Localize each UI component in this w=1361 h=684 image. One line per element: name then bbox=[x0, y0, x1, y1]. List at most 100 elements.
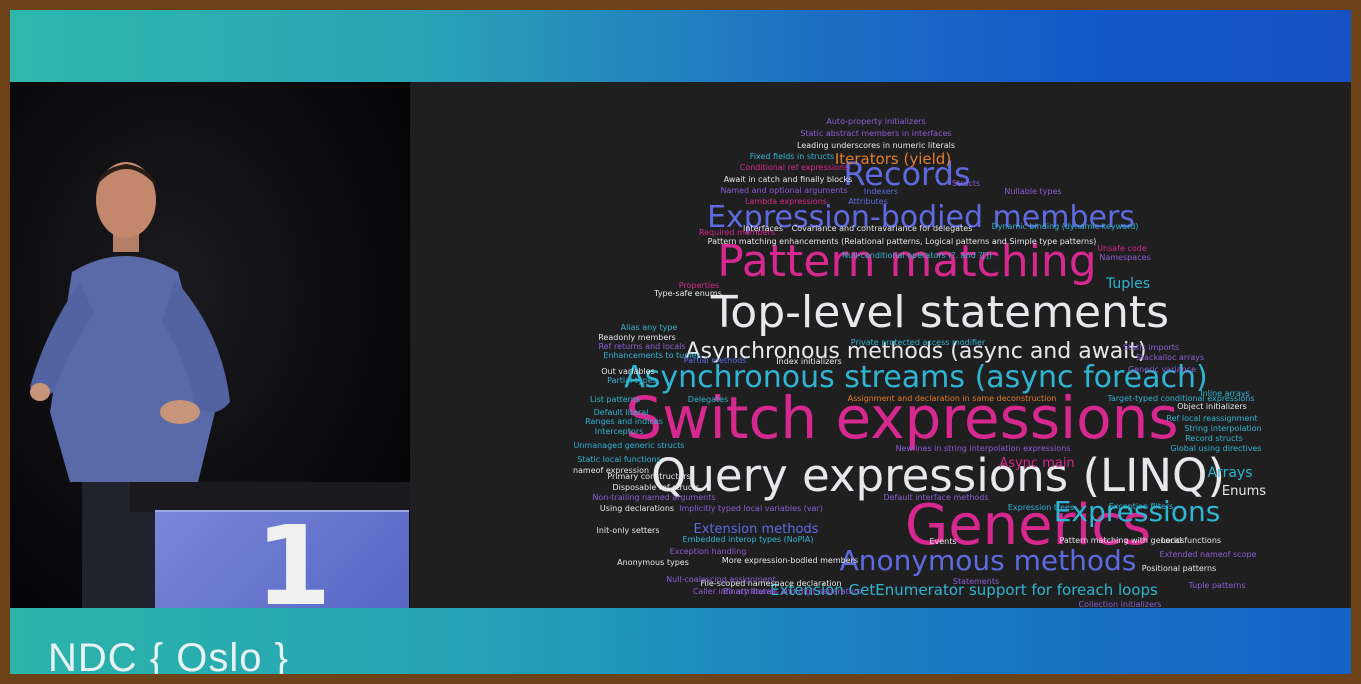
presenter-hands bbox=[160, 400, 200, 424]
word-ranges-and-indices: Ranges and indices bbox=[585, 417, 663, 426]
presenter-hair bbox=[96, 164, 156, 186]
word-binary-literals-and-digit-separators: Binary literals and digit separators bbox=[723, 587, 862, 596]
word-delegates: Delegates bbox=[688, 395, 728, 404]
word-static-abstract-members-in-interfaces: Static abstract members in interfaces bbox=[800, 129, 951, 138]
word-extension-getenumerator-support-for-foreach-loops: Extension GetEnumerator support for fore… bbox=[770, 581, 1158, 599]
word-expression-bodied-members: Expression-bodied members bbox=[707, 200, 1135, 235]
word-interceptors: Interceptors bbox=[595, 427, 644, 436]
word-newlines-in-string-interpolation-expressions: Newlines in string interpolation express… bbox=[896, 444, 1071, 453]
word-auto-property-initializers: Auto-property initializers bbox=[826, 117, 925, 126]
word-alias-any-type: Alias any type bbox=[621, 323, 678, 332]
word-await-in-catch-and-finally-blocks: Await in catch and finally blocks bbox=[724, 175, 853, 184]
word-tuples: Tuples bbox=[1105, 276, 1150, 292]
word-expressions: Expressions bbox=[1054, 495, 1221, 528]
word-pattern-matching: Pattern matching bbox=[717, 236, 1096, 287]
word-file-scoped-namespace-declaration: File-scoped namespace declaration bbox=[700, 579, 841, 588]
top-banner bbox=[10, 10, 1351, 82]
word-partial-methods: Partial methods bbox=[684, 356, 747, 365]
word-index-initializers: Index initializers bbox=[776, 357, 841, 366]
word-enhancements-to-tuples: Enhancements to tuples bbox=[603, 351, 700, 360]
presenter-right-arm bbox=[162, 280, 230, 413]
word-nameof-expression: nameof expression bbox=[573, 466, 649, 475]
word-required-members: Required members bbox=[699, 228, 775, 237]
stage-area: 1 bbox=[10, 82, 410, 608]
word-ref-returns-and-locals: Ref returns and locals bbox=[598, 342, 685, 351]
word-extended-nameof-scope: Extended nameof scope bbox=[1160, 550, 1257, 559]
word-global-using-directives: Global using directives bbox=[1170, 444, 1261, 453]
word-collection-initializers: Collection initializers bbox=[1079, 600, 1162, 608]
word-pattern-matching-enhancements-relational-patterns-logical-patterns-and-simple-type-patterns: Pattern matching enhancements (Relationa… bbox=[708, 237, 1097, 246]
conference-logo: NDC { Oslo } bbox=[48, 636, 289, 674]
word-events: Events bbox=[929, 537, 956, 546]
word-private-protected-access-modifier: Private protected access modifier bbox=[851, 338, 986, 347]
podium-monitor: 1 bbox=[155, 510, 409, 608]
word-partial-types: Partial types bbox=[607, 376, 657, 385]
word-attributes: Attributes bbox=[848, 197, 888, 206]
word-string-interpolation: String interpolation bbox=[1184, 424, 1261, 433]
word-ref-local-reassignment: Ref local reassignment bbox=[1166, 414, 1257, 423]
word-iterators-yield: Iterators (yield) bbox=[835, 150, 951, 168]
word-object-initializers: Object initializers bbox=[1177, 402, 1246, 411]
presenter-left-arm bbox=[30, 282, 94, 396]
word-unsafe-code: Unsafe code bbox=[1097, 244, 1147, 253]
presenter-head bbox=[96, 162, 156, 238]
word-tuple-patterns: Tuple patterns bbox=[1187, 581, 1245, 590]
word-type-safe-enums: Type-safe enums bbox=[653, 289, 722, 298]
word-exception-handling: Exception handling bbox=[670, 547, 747, 556]
bottom-banner bbox=[10, 608, 1351, 674]
word-generics: Generics bbox=[905, 493, 1151, 558]
word-static-local-functions: Static local functions bbox=[577, 455, 660, 464]
word-default-literal: Default literal bbox=[594, 408, 649, 417]
word-enums: Enums bbox=[1222, 484, 1266, 499]
podium bbox=[130, 482, 410, 512]
word-exception-filters: Exception filters bbox=[1109, 502, 1174, 511]
word-implicitly-typed-local-variables-var: Implicitly typed local variables (var) bbox=[679, 504, 823, 513]
word-structs: Structs bbox=[952, 179, 980, 188]
word-conditional-ref-expressions: Conditional ref expressions bbox=[740, 163, 849, 172]
word-readonly-members: Readonly members bbox=[598, 333, 676, 342]
word-target-typed-conditional-expressions: Target-typed conditional expressions bbox=[1106, 394, 1254, 403]
word-query-expressions-linq: Query expressions (LINQ) bbox=[651, 449, 1225, 502]
presenter-left-hand bbox=[30, 383, 50, 401]
word-null-conditional-operators-and: Null-conditional operators (?. and ?[]) bbox=[842, 251, 992, 260]
word-fixed-fields-in-structs: Fixed fields in structs bbox=[750, 152, 834, 161]
word-local-functions: Local functions bbox=[1161, 536, 1221, 545]
word-record-structs: Record structs bbox=[1185, 434, 1243, 443]
word-dynamic-binding-dynamic-keyword: Dynamic binding (dynamic keyword) bbox=[992, 222, 1139, 231]
word-statements: Statements bbox=[953, 577, 999, 586]
word-lambda-expressions: Lambda expressions bbox=[745, 197, 827, 206]
word-caller-info-attributes: Caller info attributes bbox=[693, 587, 775, 596]
word-anonymous-types: Anonymous types bbox=[617, 558, 689, 567]
word-asynchronous-methods-async-and-await: Asynchronous methods (async and await) bbox=[686, 339, 1147, 364]
word-list-patterns: List patterns bbox=[590, 395, 640, 404]
word-anonymous-methods: Anonymous methods bbox=[840, 544, 1137, 577]
word-embedded-interop-types-nopia: Embedded interop types (NoPIA) bbox=[683, 535, 814, 544]
word-null-coalescing-assignment: Null-coalescing assignment bbox=[666, 575, 776, 584]
word-stackalloc-arrays: Stackalloc arrays bbox=[1136, 353, 1204, 362]
word-switch-expressions: Switch expressions bbox=[625, 384, 1178, 452]
word-leading-underscores-in-numeric-literals: Leading underscores in numeric literals bbox=[797, 141, 955, 150]
word-disposable-ref-structs: Disposable ref structs bbox=[612, 483, 699, 492]
word-records: Records bbox=[843, 155, 970, 193]
word-default-interface-methods: Default interface methods bbox=[883, 493, 988, 502]
word-indexers: Indexers bbox=[864, 187, 898, 196]
word-async-main: Async main bbox=[999, 456, 1074, 471]
word-assignment-and-declaration-in-same-deconstruction: Assignment and declaration in same decon… bbox=[848, 394, 1057, 403]
word-covariance-and-contravariance-for-delegates: Covariance and contravariance for delega… bbox=[792, 224, 973, 233]
word-using-declarations: Using declarations bbox=[600, 504, 674, 513]
word-pattern-matching-with-generics: Pattern matching with generics bbox=[1059, 536, 1184, 545]
word-primary-constructors: Primary constructors bbox=[607, 472, 690, 481]
word-extension-methods: Extension methods bbox=[694, 522, 819, 537]
word-namespaces: Namespaces bbox=[1099, 253, 1150, 262]
word-positional-patterns: Positional patterns bbox=[1142, 564, 1216, 573]
word-unmanaged-generic-structs: Unmanaged generic structs bbox=[573, 441, 684, 450]
word-inline-arrays: Inline arrays bbox=[1200, 389, 1250, 398]
video-frame: 1 Switch expressions Query expressions (L… bbox=[10, 10, 1351, 674]
podium-digit: 1 bbox=[255, 502, 332, 608]
projected-slide: Switch expressions Query expressions (LIN… bbox=[410, 82, 1351, 608]
word-static-imports: Static imports bbox=[1123, 343, 1179, 352]
word-named-and-optional-arguments: Named and optional arguments bbox=[720, 186, 847, 195]
word-interfaces: Interfaces bbox=[743, 224, 783, 233]
word-expression-trees: Expression trees bbox=[1008, 503, 1074, 512]
